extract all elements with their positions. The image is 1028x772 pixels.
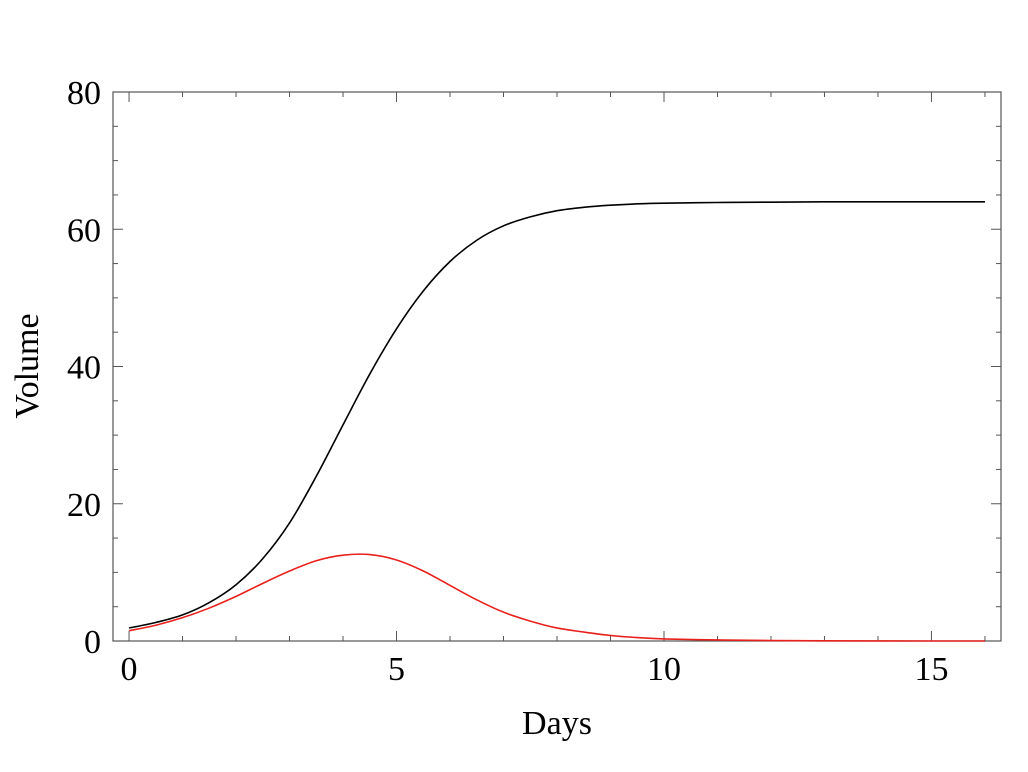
plot-frame [112,91,1002,642]
y-tick-label: 80 [67,75,101,112]
y-tick-label: 60 [67,212,101,249]
series-line-2 [128,553,985,642]
axis-ticks [113,91,1001,642]
x-tick-label: 0 [121,651,138,688]
y-tick-label: 0 [84,624,101,661]
series-lines [128,200,985,642]
x-tick-label: 5 [388,651,405,688]
series-line-1 [128,200,985,629]
y-tick-label: 20 [67,487,101,524]
x-tick-label: 15 [914,651,948,688]
y-axis-label: Volume [9,313,46,418]
x-axis-label: Days [522,705,592,742]
x-tick-label: 10 [647,651,681,688]
y-tick-label: 40 [67,350,101,387]
tick-labels: 0 5 10 15 0 20 40 60 80 [67,75,948,688]
